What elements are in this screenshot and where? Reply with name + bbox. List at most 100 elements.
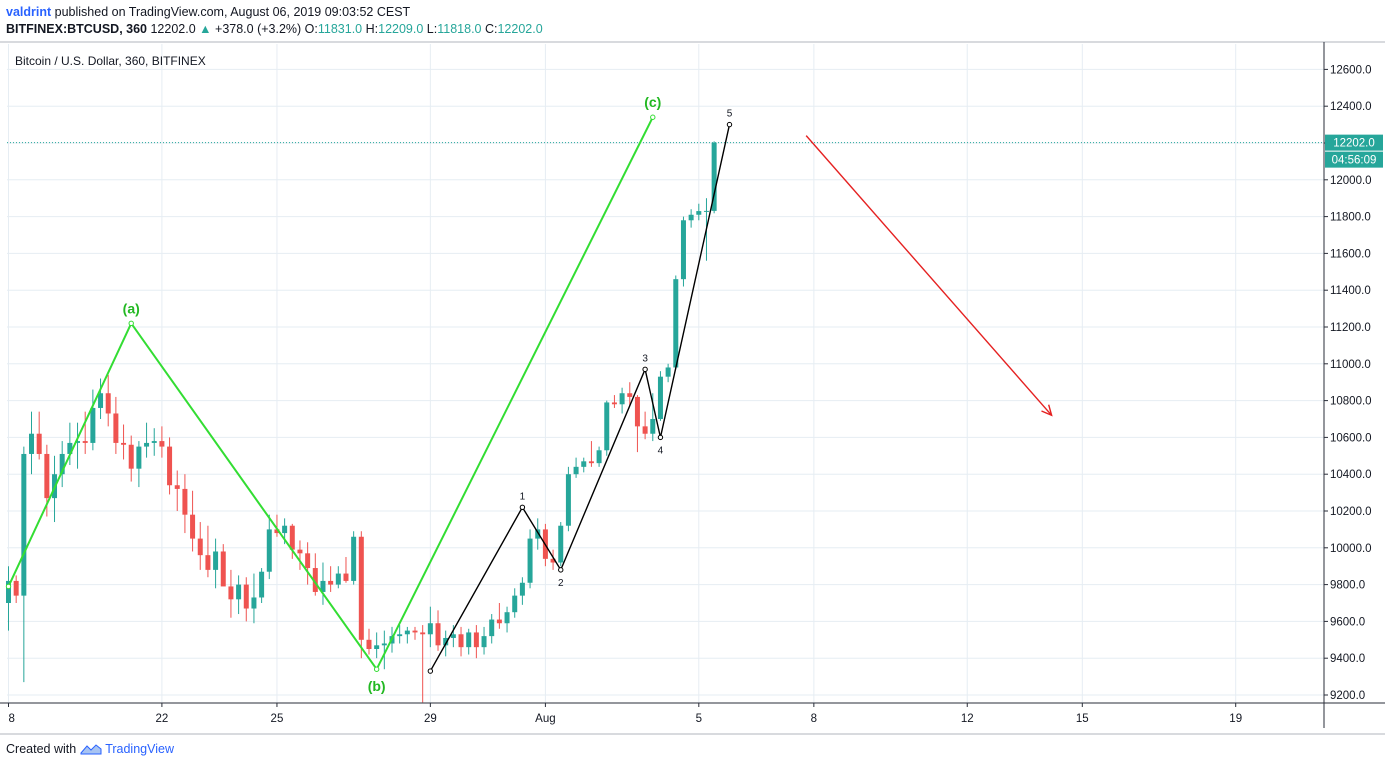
candle-body [151,441,157,443]
candle-body [197,538,203,556]
price-tick-label: 12000.0 [1330,175,1372,187]
candle-up [236,575,242,615]
candle-body [696,211,702,215]
time-tick-label: 8 [9,713,15,725]
candle-body [473,632,479,648]
time-tick-label: Aug [535,713,555,725]
abc-wave-line [7,116,654,672]
candle-body [688,214,694,221]
candle-up [565,466,571,532]
candle-body [550,558,556,563]
impulse-wave-node [519,504,526,511]
candle-down [642,411,648,440]
candle-up [98,378,104,419]
candle-body [450,634,456,638]
candle-up [136,441,142,488]
candle-body [489,619,495,637]
tradingview-link[interactable]: TradingView [80,742,174,756]
candle-body [703,210,709,212]
candle-body [573,466,579,475]
candle-down [343,557,349,583]
candle-body [412,630,418,633]
price-tick-label: 10600.0 [1330,432,1372,444]
candle-down [36,411,42,460]
candle-body [527,538,533,583]
price-tick-label: 12400.0 [1330,101,1372,113]
candle-up [535,518,541,550]
candle-down [412,626,418,640]
author-link[interactable]: valdrint [6,5,52,19]
close-value: 12202.0 [497,22,543,36]
candle-up [67,422,73,465]
candle-up [512,588,518,618]
price-tick-label: 10200.0 [1330,506,1372,518]
candle-down [435,610,441,651]
price-tick-label: 11800.0 [1330,212,1371,224]
candle-body [128,444,134,469]
price-tick-label: 9200.0 [1330,690,1365,702]
candle-up [144,422,150,458]
candle-body [213,551,219,570]
candle-body [59,453,65,475]
symbol-info: BITFINEX:BTCUSD, 360 12202.0 ▲ +378.0 (+… [6,22,543,36]
candle-up [688,209,694,228]
candle-up [251,573,257,624]
candle-up [519,577,525,605]
candle-body [588,461,594,464]
created-with-text: Created with [6,742,77,756]
candle-body [611,402,617,405]
tradingview-logo-icon [80,744,102,755]
candle-body [343,573,349,581]
candle-body [427,623,433,635]
candle-up [489,614,495,644]
candle-body [443,637,449,646]
change-value: +378.0 (+3.2%) [215,22,302,36]
candle-body [243,584,249,609]
candle-body [228,586,234,600]
candle-down [182,474,188,534]
wave-label-impulse: 3 [642,353,648,364]
candle-up [404,626,410,644]
time-axis[interactable]: 8 22 25 29 Aug 5 8 12 15 19 [8,703,1243,725]
published-text: published on TradingView.com, August 06,… [51,5,411,19]
candle-up [481,626,487,655]
grid-lines [7,44,1324,703]
price-tick-label: 10000.0 [1330,543,1372,555]
candle-body [36,433,42,454]
time-tick-label: 15 [1076,713,1089,725]
wave-label-impulse: 5 [727,109,733,120]
candle-body [358,536,364,640]
abc-wave: (a) (b) (c) [5,94,661,694]
candle-up [504,606,510,633]
impulse-wave-node [726,121,733,128]
candle-body [13,580,19,596]
candle-body [205,555,211,570]
time-tick-label: 8 [811,713,817,725]
candle-body [82,441,88,443]
time-tick-label: 19 [1229,713,1242,725]
candle-body [266,529,272,572]
candle-body [558,525,564,563]
price-tick-label: 10800.0 [1330,396,1372,408]
candle-body [159,441,165,447]
symbol-label: BITFINEX:BTCUSD, 360 [6,22,147,36]
candle-up [527,529,533,589]
candle-up [59,441,65,488]
candle-body [75,441,81,443]
price-tick-label: 9800.0 [1330,580,1365,592]
abc-wave-node [373,666,380,672]
candle-down [588,441,594,467]
candle-up [604,400,610,456]
candle-down [243,577,249,622]
candle-up [581,457,587,473]
price-tick-label: 11200.0 [1330,322,1371,334]
candle-body [565,474,571,526]
brand-label: TradingView [105,742,174,756]
candle-body [673,279,679,368]
wave-label-abc: (c) [644,94,661,110]
candle-body [328,580,334,585]
candles [6,141,717,703]
candle-down [274,514,280,537]
candle-body [496,619,502,624]
